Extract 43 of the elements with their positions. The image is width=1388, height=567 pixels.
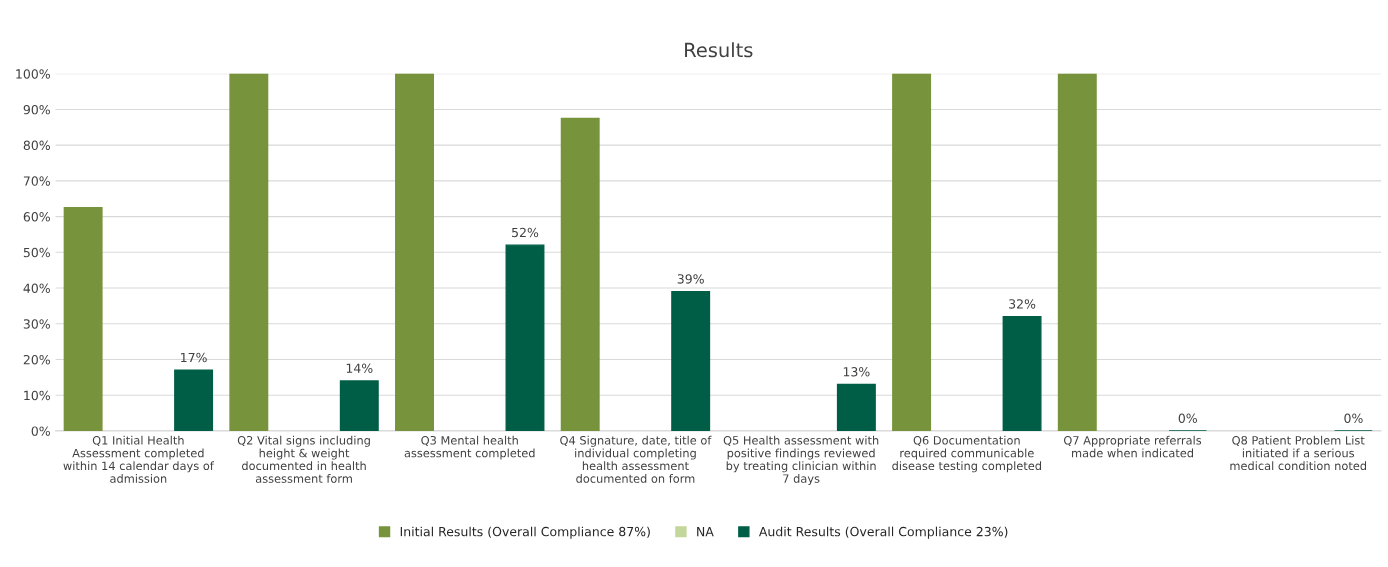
x-tick-label: Q4 Signature, date, title of individual completing health assessment documented on form bbox=[560, 435, 712, 483]
bar bbox=[174, 369, 214, 431]
bar bbox=[560, 117, 600, 431]
x-tick-label: Q8 Patient Problem List initiated if a serious medical condition noted bbox=[1230, 435, 1367, 471]
data-label: 32% bbox=[1009, 299, 1036, 309]
data-label: 14% bbox=[346, 363, 373, 373]
y-tick-label: 0% bbox=[31, 426, 50, 436]
x-tick-label: Q1 Initial Health Assessment completed within 14 calendar days of admission bbox=[63, 435, 215, 483]
y-tick-label: 40% bbox=[23, 283, 50, 293]
data-label: 17% bbox=[181, 352, 207, 363]
bar bbox=[1057, 73, 1097, 431]
bar bbox=[505, 244, 545, 431]
y-tick-label: 30% bbox=[23, 319, 50, 329]
data-label: 39% bbox=[677, 274, 704, 284]
y-tick-label: 50% bbox=[23, 247, 50, 258]
y-tick-label: 60% bbox=[23, 212, 50, 222]
chart-title: Results bbox=[685, 42, 753, 58]
data-label: 0% bbox=[1178, 413, 1197, 423]
y-tick-label: 100% bbox=[16, 69, 50, 79]
x-tick-label: Q2 Vital signs including height & weight documented in health assessment form bbox=[237, 435, 370, 483]
x-tick-label: Q3 Mental health assessment completed bbox=[404, 435, 535, 460]
y-tick-label: 70% bbox=[23, 176, 50, 186]
legend-label: Initial Results (Overall Compliance 87%) bbox=[400, 526, 650, 539]
x-tick-label: Q5 Health assessment with positive findings reviewed by treating clinician within 7 days bbox=[723, 435, 879, 486]
x-tick-label: Q7 Appropriate referrals made when indicated bbox=[1064, 435, 1202, 458]
y-tick-label: 10% bbox=[24, 390, 50, 401]
bar bbox=[63, 206, 103, 431]
y-tick-label: 80% bbox=[23, 140, 50, 151]
bar bbox=[1002, 315, 1042, 431]
bar bbox=[395, 73, 434, 431]
x-tick-label: Q6 Documentation required communicable disease testing completed bbox=[892, 435, 1041, 473]
bar bbox=[229, 73, 269, 431]
y-tick-label: 90% bbox=[23, 104, 50, 115]
data-label: 0% bbox=[1344, 413, 1363, 423]
y-tick-label: 20% bbox=[23, 354, 50, 365]
bar bbox=[892, 73, 932, 431]
bar bbox=[671, 290, 711, 431]
data-label: 13% bbox=[843, 367, 870, 377]
legend-label: NA bbox=[697, 527, 714, 537]
data-label: 52% bbox=[512, 227, 539, 238]
bar bbox=[339, 380, 379, 431]
legend-label: Audit Results (Overall Compliance 23%) bbox=[758, 526, 1008, 539]
bar bbox=[836, 383, 876, 431]
